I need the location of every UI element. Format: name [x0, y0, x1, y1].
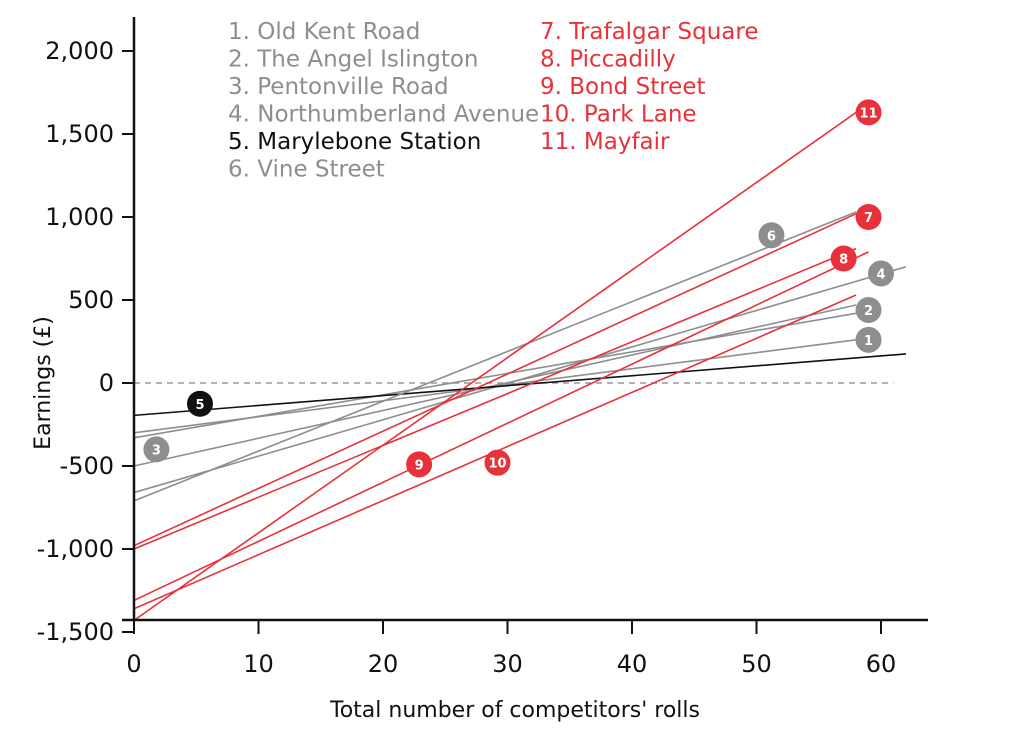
legend-entry-5: 5. Marylebone Station	[228, 129, 481, 155]
legend-entry-3: 3. Pentonville Road	[228, 74, 449, 100]
badge-number: 9	[415, 458, 424, 473]
y-tick-label: 1,000	[45, 203, 114, 231]
series-line-4	[133, 266, 907, 494]
series-line-6	[133, 211, 857, 502]
badge-circle	[830, 245, 857, 272]
series-badge-5: 5	[186, 390, 213, 417]
y-axis-ticks: 2,000 1,500 1,000 500 0 -500 -1,000 -1,500	[37, 37, 134, 646]
badge-number: 1	[864, 334, 873, 349]
x-tick-label: 20	[368, 650, 399, 678]
badge-circle	[143, 436, 170, 463]
series-badge-10: 10	[484, 449, 511, 476]
y-tick-label: 0	[99, 369, 114, 397]
legend-entry-6: 6. Vine Street	[228, 157, 385, 183]
badge-circle	[855, 204, 882, 230]
y-tick-label: -1,500	[37, 618, 114, 646]
y-tick-label: -1,000	[37, 535, 114, 563]
badge-number: 5	[195, 398, 204, 413]
series-badge-2: 2	[855, 296, 882, 323]
series-badge-7: 7	[855, 204, 882, 230]
badge-circle	[855, 99, 882, 126]
legend-entry-4: 4. Northumberland Avenue	[228, 102, 539, 128]
series-badge-3: 3	[143, 436, 170, 463]
badge-number: 2	[864, 304, 873, 319]
y-tick-label: 1,500	[45, 120, 114, 148]
series-line-8	[133, 251, 869, 602]
series-line-3	[133, 312, 857, 439]
series-badges: 1 2 3 4 5 6 7 8 9 10 11	[143, 99, 894, 478]
badge-number: 7	[864, 211, 873, 226]
legend-entry-9: 9. Bond Street	[540, 74, 705, 100]
legend-entry-8: 8. Piccadilly	[540, 47, 676, 73]
badge-circle	[406, 451, 433, 478]
badge-circle	[186, 390, 213, 417]
badge-number: 8	[839, 253, 848, 268]
axes	[122, 17, 928, 622]
y-tick-label: -500	[60, 452, 114, 480]
series-line-9	[133, 247, 857, 550]
legend-entry-10: 10. Park Lane	[540, 102, 697, 128]
x-axis-ticks: 0 10 20 30 40 50 60	[126, 620, 896, 678]
badge-number: 3	[152, 443, 161, 458]
legend-entry-11: 11. Mayfair	[540, 129, 670, 155]
x-tick-label: 60	[866, 650, 897, 678]
legend-entry-7: 7. Trafalgar Square	[540, 19, 759, 45]
x-axis-label: Total number of competitors' rolls	[329, 698, 700, 723]
x-tick-label: 30	[492, 650, 523, 678]
y-tick-label: 2,000	[45, 37, 114, 65]
series-badge-11: 11	[855, 99, 882, 126]
badge-circle	[855, 296, 882, 323]
series-badge-4: 4	[868, 260, 894, 287]
badge-circle	[868, 260, 894, 287]
x-tick-label: 50	[741, 650, 772, 678]
series-lines	[133, 111, 907, 622]
x-tick-label: 40	[617, 650, 648, 678]
legend-entry-2: 2. The Angel Islington	[228, 47, 479, 73]
legend-entry-1: 1. Old Kent Road	[228, 19, 420, 45]
y-tick-label: 500	[68, 286, 114, 314]
series-badge-9: 9	[406, 451, 433, 478]
series-line-11	[133, 111, 857, 622]
badge-number: 6	[767, 229, 776, 244]
series-badge-1: 1	[855, 326, 882, 353]
badge-number: 10	[488, 457, 506, 472]
series-badge-6: 6	[758, 222, 785, 249]
x-tick-label: 0	[126, 650, 141, 678]
y-axis-label: Earnings (£)	[31, 316, 56, 450]
badge-circle	[758, 222, 785, 249]
series-badge-8: 8	[830, 245, 857, 272]
x-tick-label: 10	[243, 650, 274, 678]
badge-circle	[855, 326, 882, 353]
series-line-5	[133, 353, 906, 417]
series-line-7	[133, 212, 857, 547]
badge-circle	[484, 449, 511, 476]
series-line-2	[133, 304, 857, 467]
badge-number: 11	[860, 106, 878, 121]
badge-number: 4	[876, 267, 885, 282]
